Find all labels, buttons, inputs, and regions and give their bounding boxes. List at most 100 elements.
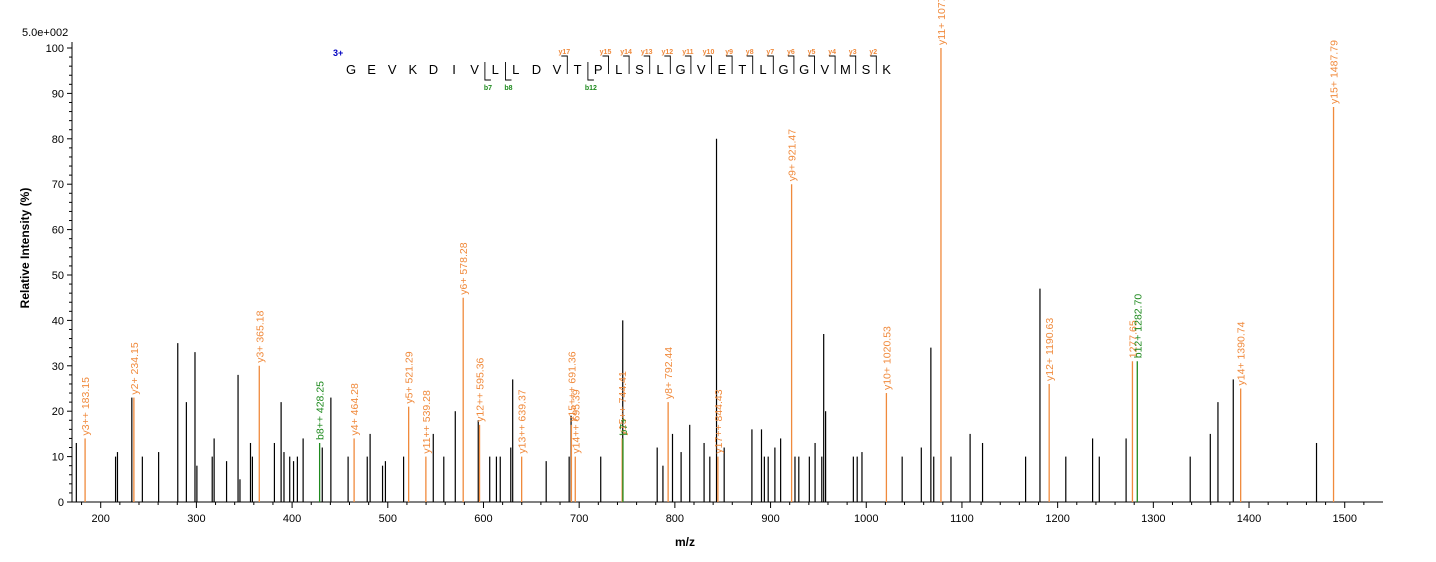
- b-fragment-bracket: [505, 62, 512, 81]
- peak-label: y6+ 578.28: [458, 242, 470, 294]
- sequence-residue: T: [738, 62, 746, 77]
- y-fragment-bracket: [870, 55, 877, 74]
- sequence-residue: M: [840, 62, 851, 77]
- peak-label: 1277.65: [1127, 320, 1139, 358]
- y-tick-label: 40: [52, 315, 64, 327]
- y-fragment-bracket: [829, 55, 836, 74]
- y-tick-label: 70: [52, 179, 64, 191]
- sequence-residue: G: [346, 62, 356, 77]
- sequence-residue: K: [882, 62, 891, 77]
- x-tick-label: 1200: [1045, 513, 1069, 525]
- b-fragment-bracket: [484, 62, 491, 81]
- sequence-residue: E: [367, 62, 376, 77]
- y-fragment-bracket: [787, 55, 795, 74]
- y-tick-label: 30: [52, 361, 64, 373]
- y-fragment-label: y3: [849, 49, 857, 56]
- x-tick-label: 400: [283, 513, 301, 525]
- peak-label: y9+ 921.47: [787, 129, 799, 181]
- sequence-residue: T: [574, 62, 582, 77]
- peak-label: y15+++ 691.36: [566, 351, 578, 422]
- y-tick-label: 50: [52, 270, 64, 282]
- annotated-peaks: y3++ 183.15 y2+ 234.15 y3+ 365.18 b8++ 428.…: [80, 0, 1341, 502]
- sequence-residue: E: [717, 62, 726, 77]
- x-tick-label: 300: [187, 513, 205, 525]
- b-fragment-bracket: [587, 62, 594, 81]
- y-fragment-bracket: [643, 55, 651, 74]
- peak-label: y5+ 521.29: [404, 351, 416, 403]
- y-fragment-bracket: [623, 55, 630, 74]
- sequence-residue: V: [820, 62, 829, 77]
- sequence-residue: L: [492, 62, 499, 77]
- sequence-residue: V: [470, 62, 479, 77]
- y-tick-label: 80: [52, 134, 64, 146]
- x-tick-label: 600: [474, 513, 492, 525]
- y-fragment-label: y7: [766, 49, 774, 56]
- x-axis-title: m/z: [675, 535, 695, 549]
- y-fragment-bracket: [746, 55, 754, 74]
- sequence-residue: G: [779, 62, 789, 77]
- peak-label: y14++ 695.39: [570, 389, 582, 453]
- y-fragment-label: y14: [620, 49, 632, 56]
- x-tick-label: 1400: [1237, 513, 1261, 525]
- y-tick-label: 100: [46, 43, 64, 55]
- x-tick-label: 900: [761, 513, 779, 525]
- peak-label: y2+ 234.15: [129, 342, 141, 394]
- b-fragment-label: b7: [484, 85, 492, 92]
- y-fragment-bracket: [664, 55, 671, 74]
- peak-label: y15+ 1487.79: [1329, 40, 1341, 104]
- b-fragment-label: b8: [504, 85, 512, 92]
- sequence-residue: P: [594, 62, 603, 77]
- b-fragment-label: b12: [585, 85, 597, 92]
- peak-label: b8++ 428.25: [315, 381, 327, 440]
- x-tick-label: 1100: [950, 513, 974, 525]
- y-fragment-label: y17: [558, 49, 570, 56]
- y-fragment-label: y9: [725, 49, 733, 56]
- peak-label: y15++ 744.41: [617, 371, 629, 435]
- sequence-residue: I: [452, 62, 456, 77]
- sequence-residue: L: [615, 62, 622, 77]
- charge-state: 3+: [333, 48, 343, 58]
- sequence-residue: D: [532, 62, 541, 77]
- peak-label: y11+ 1077.55: [936, 0, 948, 45]
- y-tick-label: 10: [52, 452, 64, 464]
- y-fragment-bracket: [849, 55, 857, 74]
- y-fragment-label: y4: [828, 49, 836, 56]
- y-fragment-label: y11: [682, 49, 693, 56]
- peak-label: y12++ 595.36: [475, 357, 487, 421]
- sequence-residue: G: [676, 62, 686, 77]
- peak-label: y3++ 183.15: [80, 377, 92, 436]
- peak-label: y12+ 1190.63: [1044, 318, 1056, 381]
- sequence-residue: V: [388, 62, 397, 77]
- axes: 0 10 20 30 40 50 60 70 80 90 100 200 300 400 500 600 700…: [46, 42, 1383, 525]
- y-fragment-label: y12: [661, 49, 673, 56]
- peak-label: y13++ 639.37: [517, 389, 529, 453]
- peak-label: y11++ 539.28: [421, 390, 433, 454]
- peak-label: y8+ 792.44: [663, 347, 675, 399]
- x-tick-label: 1000: [854, 513, 878, 525]
- y-fragment-label: y2: [869, 49, 877, 56]
- sequence-residue: S: [635, 62, 644, 77]
- x-tick-label: 1500: [1332, 513, 1356, 525]
- y-tick-label: 0: [58, 497, 64, 509]
- y-fragment-bracket: [705, 55, 712, 74]
- y-fragment-label: y8: [746, 49, 754, 56]
- y-fragment-label: y15: [600, 49, 612, 56]
- y-fragment-label: y5: [808, 49, 816, 56]
- sequence-residue: V: [697, 62, 706, 77]
- peak-label: y4+ 464.28: [349, 383, 361, 435]
- sequence-residue: L: [759, 62, 766, 77]
- peak-label: y17++ 844.43: [713, 389, 725, 453]
- peak-label: y3+ 365.18: [254, 310, 266, 362]
- y-fragment-bracket: [767, 55, 774, 74]
- y-fragment-bracket: [726, 55, 733, 74]
- x-tick-label: 200: [92, 513, 110, 525]
- x-tick-label: 500: [379, 513, 397, 525]
- sequence-residue: K: [408, 62, 417, 77]
- sequence-residue: V: [553, 62, 562, 77]
- y-fragment-bracket: [602, 55, 609, 74]
- y-fragment-bracket: [561, 55, 568, 74]
- sequence-residue: L: [656, 62, 663, 77]
- x-tick-label: 800: [666, 513, 684, 525]
